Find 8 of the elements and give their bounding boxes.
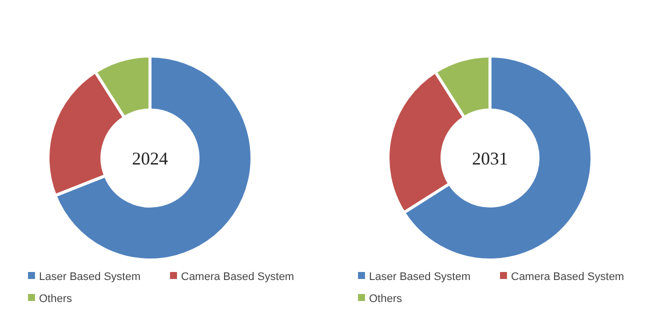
legend-label: Others — [39, 292, 73, 305]
legend-label: Camera Based System — [181, 270, 294, 283]
legend-label: Others — [369, 292, 403, 305]
text: 2024 — [132, 148, 168, 168]
legend-label: Laser Based System — [369, 270, 470, 283]
legend-label: Camera Based System — [511, 270, 624, 283]
text: 2031 — [472, 148, 508, 168]
legend-label: Laser Based System — [39, 270, 140, 283]
